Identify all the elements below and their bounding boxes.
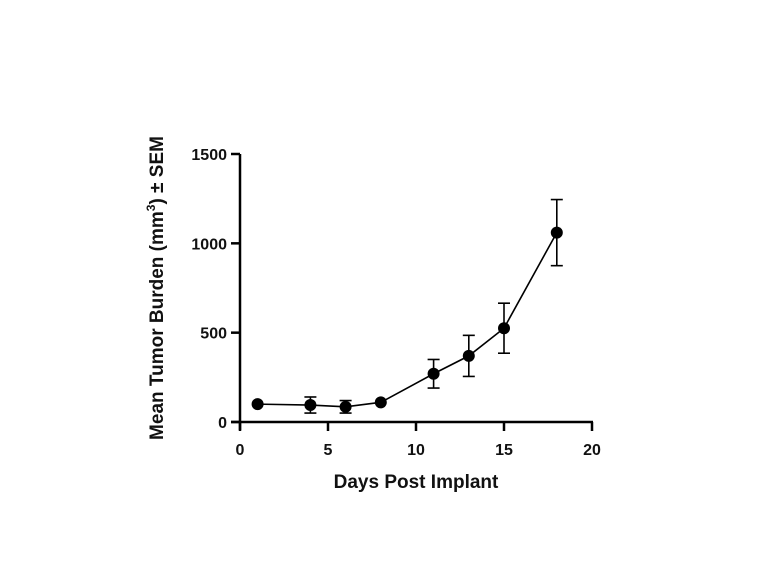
x-tick-label: 15	[495, 442, 513, 459]
y-tick-label: 0	[218, 415, 227, 432]
y-tick-label: 1500	[191, 147, 227, 164]
y-tick-label: 1000	[191, 236, 227, 253]
data-point-marker	[427, 367, 440, 380]
y-axis-title: Mean Tumor Burden (mm3) ± SEM	[144, 136, 168, 440]
axes	[231, 152, 594, 431]
data-point-marker	[251, 398, 264, 411]
data-point-marker	[550, 226, 563, 239]
data-point-marker	[462, 349, 475, 362]
data-series	[251, 198, 563, 414]
data-point-marker	[339, 400, 352, 413]
y-tick-label: 500	[200, 326, 227, 343]
data-point-marker	[304, 399, 317, 412]
y-tick-labels: 0 500 1000 1500	[191, 147, 227, 432]
x-axis-title: Days Post Implant	[334, 472, 499, 493]
data-point-marker	[374, 396, 387, 409]
x-tick-label: 5	[324, 442, 333, 459]
x-tick-label: 0	[236, 442, 245, 459]
x-tick-label: 20	[583, 442, 601, 459]
x-tick-labels: 0 5 10 15 20	[236, 442, 601, 459]
series-line	[257, 232, 558, 408]
data-point-marker	[498, 322, 510, 335]
x-tick-label: 10	[407, 442, 425, 459]
